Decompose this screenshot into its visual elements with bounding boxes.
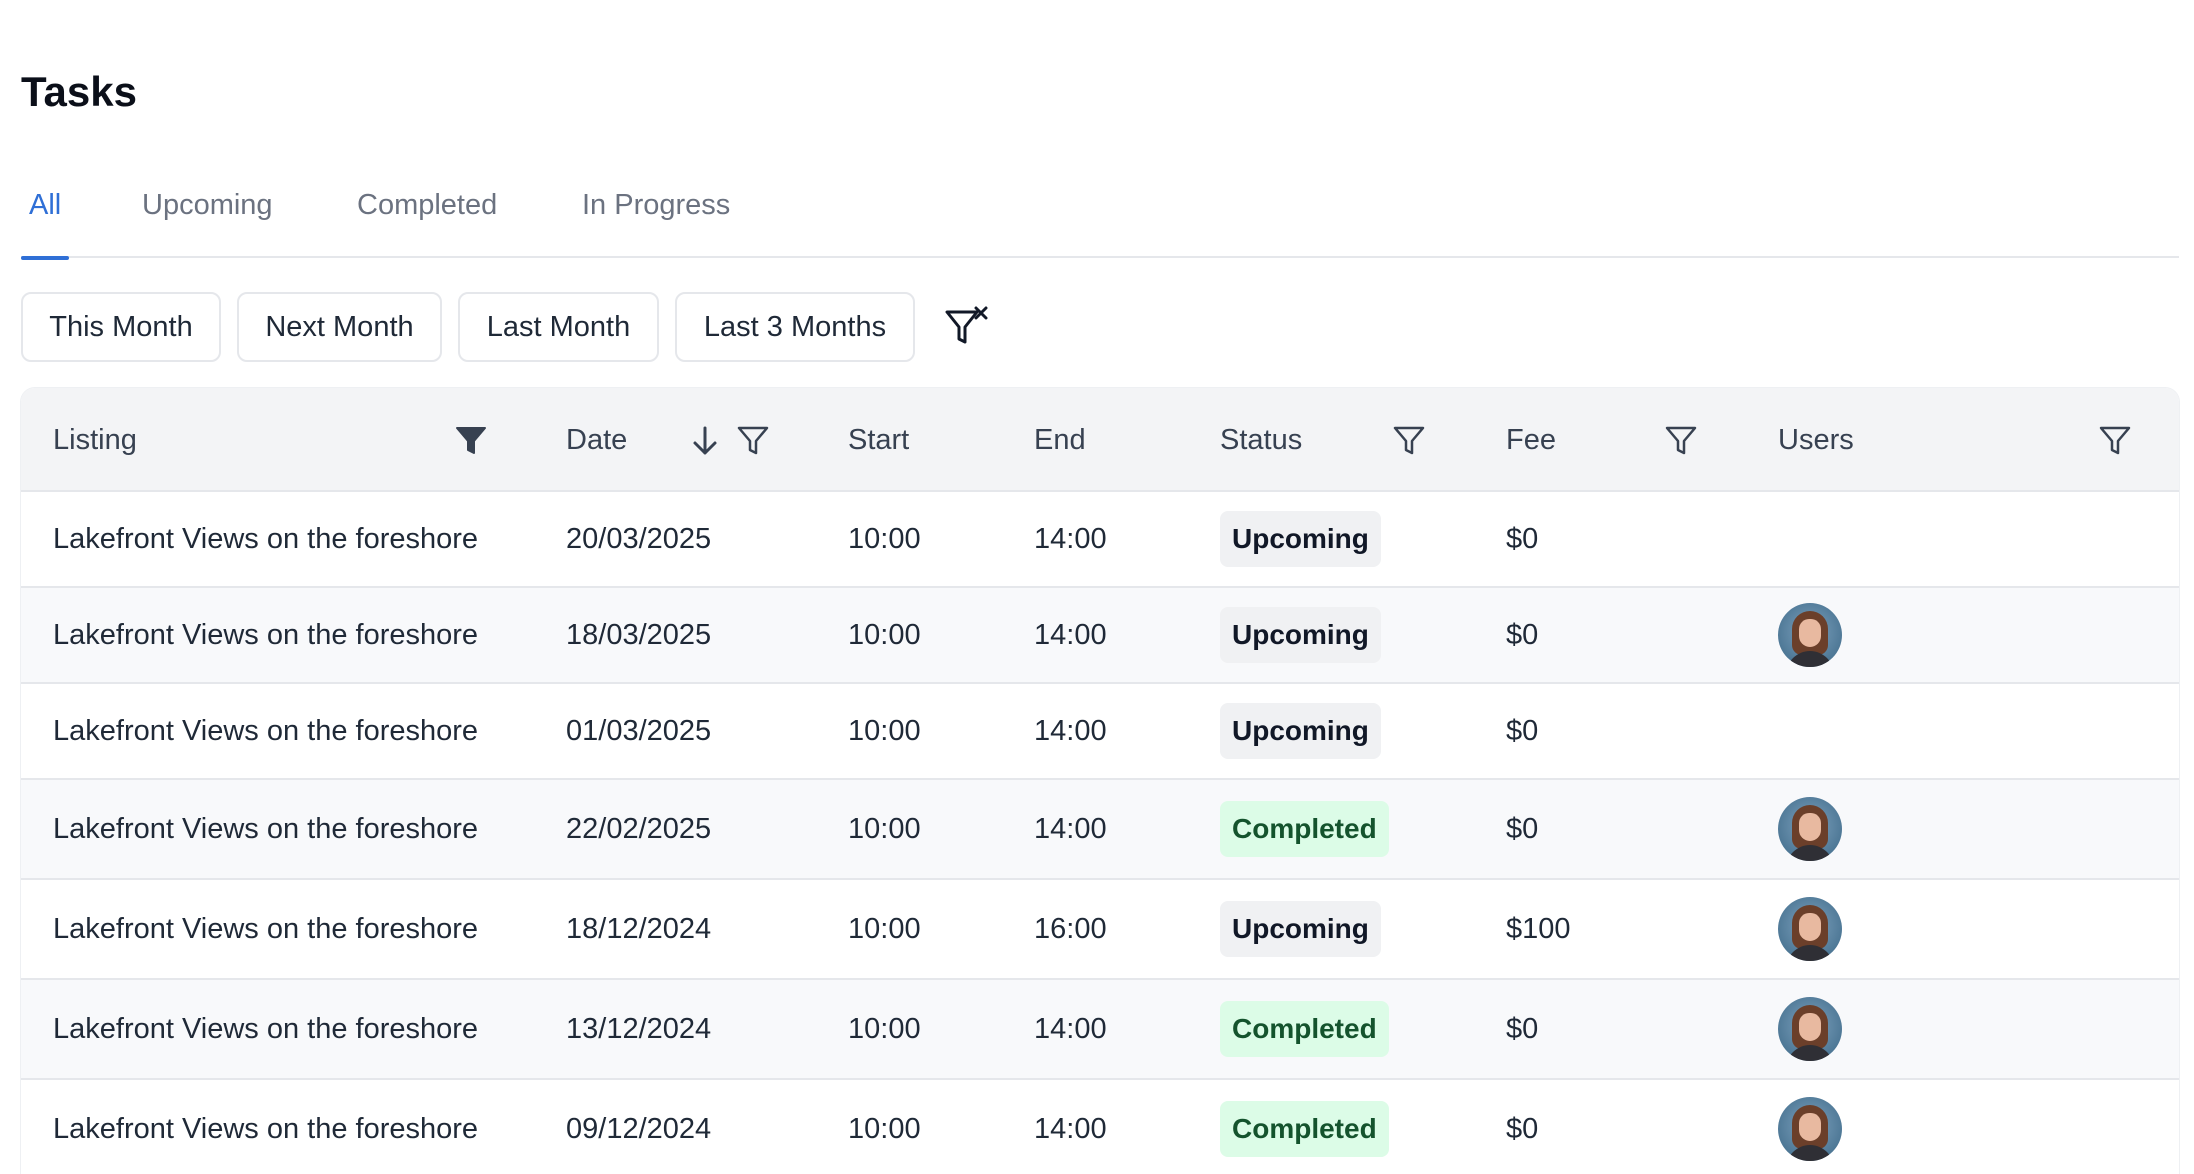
status-badge: Completed xyxy=(1220,801,1389,857)
cell-users xyxy=(1778,980,1842,1078)
column-header-date[interactable]: Date xyxy=(566,424,628,456)
cell-end: 14:00 xyxy=(1034,522,1107,555)
cell-status: Upcoming xyxy=(1220,880,1381,978)
status-badge: Completed xyxy=(1220,1001,1389,1057)
table-row[interactable]: Lakefront Views on the foreshore 01/03/20… xyxy=(21,684,2179,780)
cell-end: 14:00 xyxy=(1034,1012,1107,1045)
tab-completed[interactable]: Completed xyxy=(357,189,498,221)
table-row[interactable]: Lakefront Views on the foreshore 22/02/20… xyxy=(21,780,2179,880)
tab-upcoming[interactable]: Upcoming xyxy=(142,189,273,221)
cell-end: 14:00 xyxy=(1034,618,1107,651)
table-row[interactable]: Lakefront Views on the foreshore 20/03/20… xyxy=(21,492,2179,588)
cell-end: 14:00 xyxy=(1034,812,1107,845)
cell-users xyxy=(1778,880,1842,978)
cell-users xyxy=(1778,588,1842,682)
cell-status: Upcoming xyxy=(1220,492,1381,586)
column-header-users[interactable]: Users xyxy=(1778,424,1854,456)
status-tabs: All Upcoming Completed In Progress xyxy=(21,170,2179,260)
tasks-table: Listing Date Start End Status Fee Users xyxy=(21,388,2179,1174)
cell-fee: $0 xyxy=(1506,1112,1539,1145)
column-header-listing[interactable]: Listing xyxy=(53,424,137,456)
status-filter-icon[interactable] xyxy=(1393,424,1425,461)
status-badge: Completed xyxy=(1220,1101,1389,1157)
table-row[interactable]: Lakefront Views on the foreshore 18/03/20… xyxy=(21,588,2179,684)
cell-end: 16:00 xyxy=(1034,912,1107,945)
table-row[interactable]: Lakefront Views on the foreshore 09/12/20… xyxy=(21,1080,2179,1174)
cell-fee: $0 xyxy=(1506,812,1539,845)
cell-start: 10:00 xyxy=(848,812,921,845)
cell-date: 13/12/2024 xyxy=(566,1012,712,1045)
next-month-button[interactable]: Next Month xyxy=(237,292,442,362)
last-month-button[interactable]: Last Month xyxy=(458,292,659,362)
cell-fee: $0 xyxy=(1506,618,1539,651)
table-row[interactable]: Lakefront Views on the foreshore 18/12/20… xyxy=(21,880,2179,980)
fee-filter-icon[interactable] xyxy=(1665,424,1697,461)
page-title: Tasks xyxy=(21,68,137,115)
column-header-status[interactable]: Status xyxy=(1220,424,1303,456)
avatar[interactable] xyxy=(1778,897,1842,961)
cell-listing: Lakefront Views on the foreshore xyxy=(53,1112,479,1145)
cell-listing: Lakefront Views on the foreshore xyxy=(53,618,479,651)
cell-fee: $100 xyxy=(1506,912,1571,945)
cell-listing: Lakefront Views on the foreshore xyxy=(53,1012,479,1045)
status-badge: Upcoming xyxy=(1220,901,1381,957)
cell-start: 10:00 xyxy=(848,714,921,747)
cell-listing: Lakefront Views on the foreshore xyxy=(53,912,479,945)
cell-start: 10:00 xyxy=(848,1112,921,1145)
status-badge: Upcoming xyxy=(1220,511,1381,567)
filter-clear-icon[interactable] xyxy=(944,306,990,350)
users-filter-icon[interactable] xyxy=(2099,424,2131,461)
cell-start: 10:00 xyxy=(848,522,921,555)
cell-listing: Lakefront Views on the foreshore xyxy=(53,714,479,747)
cell-end: 14:00 xyxy=(1034,1112,1107,1145)
cell-listing: Lakefront Views on the foreshore xyxy=(53,812,479,845)
cell-status: Completed xyxy=(1220,780,1389,878)
tab-all[interactable]: All xyxy=(21,170,70,260)
column-header-fee[interactable]: Fee xyxy=(1506,424,1556,456)
cell-status: Upcoming xyxy=(1220,684,1381,778)
cell-date: 18/12/2024 xyxy=(566,912,712,945)
cell-status: Completed xyxy=(1220,980,1389,1078)
cell-status: Upcoming xyxy=(1220,588,1381,682)
cell-date: 01/03/2025 xyxy=(566,714,712,747)
table-header: Listing Date Start End Status Fee Users xyxy=(21,388,2179,492)
cell-start: 10:00 xyxy=(848,1012,921,1045)
cell-date: 20/03/2025 xyxy=(566,522,712,555)
this-month-button[interactable]: This Month xyxy=(21,292,221,362)
cell-status: Completed xyxy=(1220,1080,1389,1174)
listing-filter-icon[interactable] xyxy=(455,424,487,461)
cell-fee: $0 xyxy=(1506,1012,1539,1045)
status-badge: Upcoming xyxy=(1220,703,1381,759)
date-filter-icon[interactable] xyxy=(737,424,769,461)
cell-date: 18/03/2025 xyxy=(566,618,712,651)
cell-fee: $0 xyxy=(1506,714,1539,747)
cell-users xyxy=(1778,780,1842,878)
table-row[interactable]: Lakefront Views on the foreshore 13/12/20… xyxy=(21,980,2179,1080)
cell-date: 22/02/2025 xyxy=(566,812,712,845)
column-header-end: End xyxy=(1034,424,1086,456)
cell-listing: Lakefront Views on the foreshore xyxy=(53,522,479,555)
avatar[interactable] xyxy=(1778,797,1842,861)
avatar[interactable] xyxy=(1778,1097,1842,1161)
cell-date: 09/12/2024 xyxy=(566,1112,712,1145)
tab-in-progress[interactable]: In Progress xyxy=(582,189,731,221)
cell-start: 10:00 xyxy=(848,618,921,651)
last-3-months-button[interactable]: Last 3 Months xyxy=(675,292,915,362)
cell-end: 14:00 xyxy=(1034,714,1107,747)
avatar[interactable] xyxy=(1778,997,1842,1061)
sort-descending-icon[interactable] xyxy=(691,426,719,461)
cell-start: 10:00 xyxy=(848,912,921,945)
column-header-start: Start xyxy=(848,424,910,456)
cell-users xyxy=(1778,1080,1842,1174)
avatar[interactable] xyxy=(1778,603,1842,667)
status-badge: Upcoming xyxy=(1220,607,1381,663)
cell-fee: $0 xyxy=(1506,522,1539,555)
